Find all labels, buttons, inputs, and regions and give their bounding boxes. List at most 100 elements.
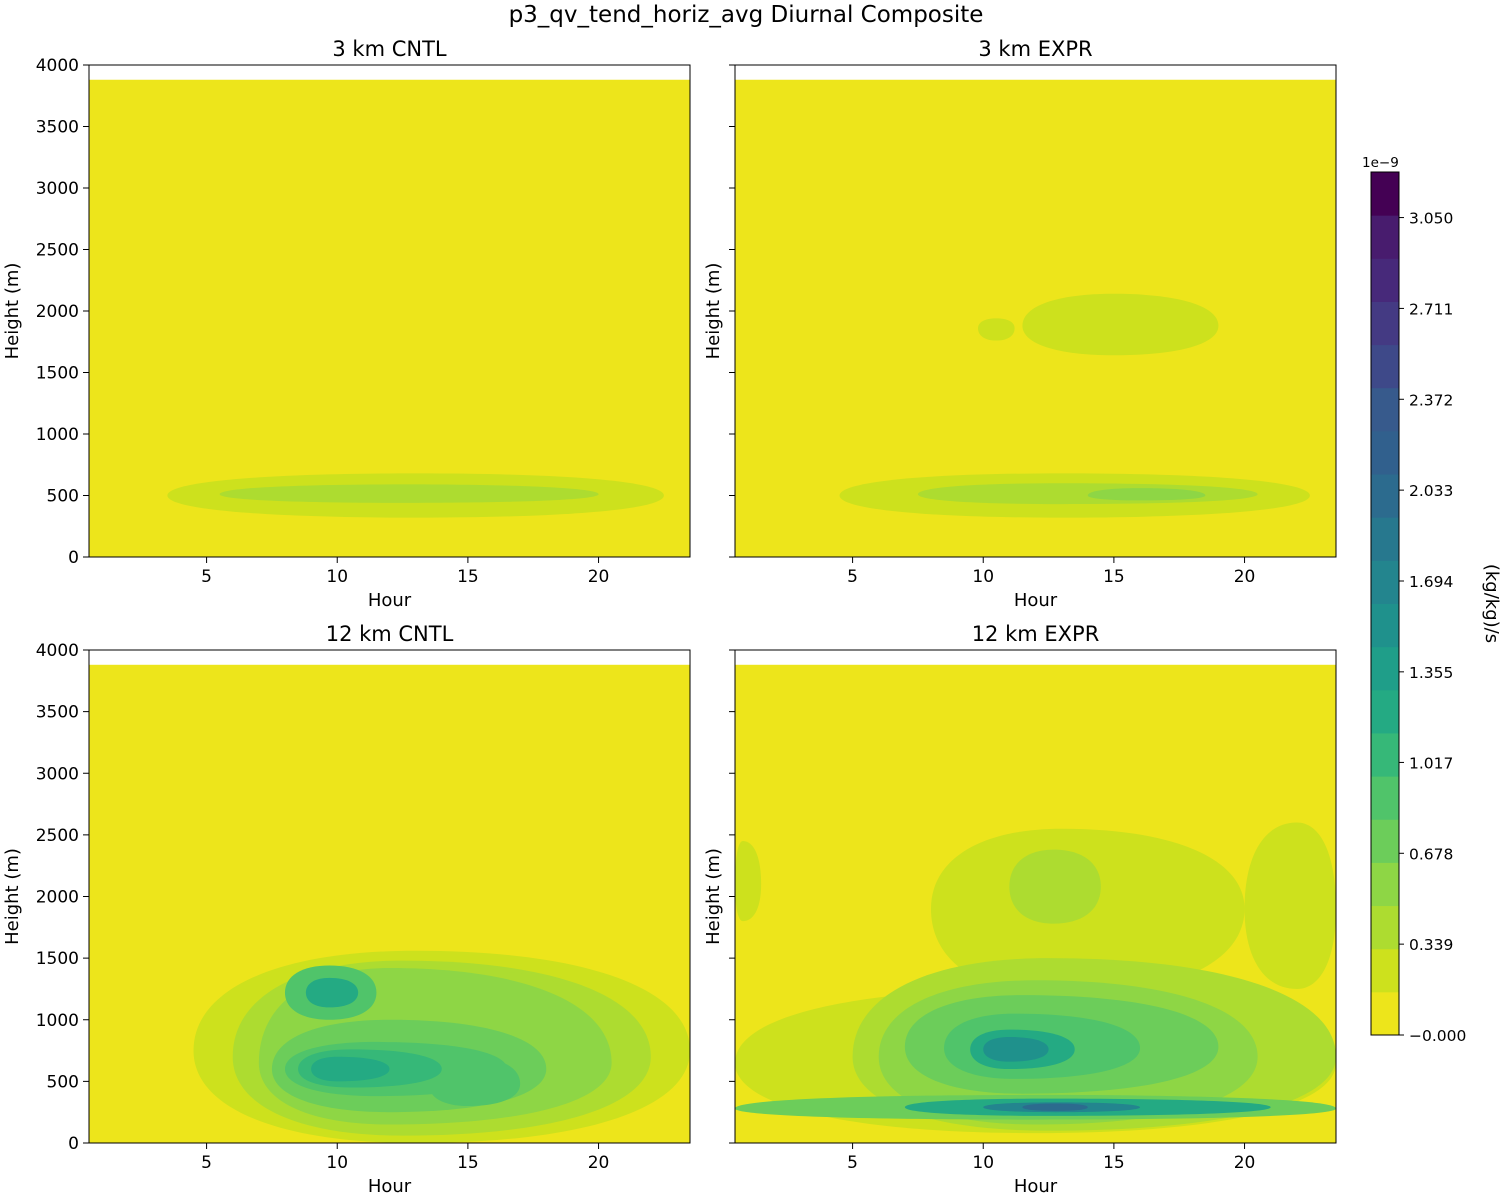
y-axis-label: Height (m) bbox=[2, 848, 23, 945]
y-axis-label: Height (m) bbox=[703, 848, 724, 945]
y-tick-label: 2000 bbox=[36, 302, 79, 322]
colorbar-band bbox=[1371, 517, 1399, 561]
colorbar-band bbox=[1371, 474, 1399, 518]
y-tick-label: 500 bbox=[47, 1072, 79, 1092]
colorbar-band bbox=[1371, 301, 1399, 346]
y-axis-label: Height (m) bbox=[2, 263, 23, 360]
y-tick-label: 500 bbox=[47, 487, 79, 507]
y-axis-label: Height (m) bbox=[703, 263, 724, 360]
panels: 3 km CNTL 5 10 15 20 0 500 1000 1500 2000 2500 3000… bbox=[2, 37, 1337, 1197]
colorbar-tick-label: 2.372 bbox=[1409, 391, 1453, 409]
colorbar-band bbox=[1371, 603, 1399, 648]
contour-region bbox=[1244, 822, 1336, 989]
contour-region bbox=[1022, 1103, 1088, 1111]
colorbar-band bbox=[1371, 819, 1399, 863]
contour-region bbox=[1087, 488, 1206, 501]
contour-region bbox=[1009, 849, 1101, 924]
y-tick-label: 3000 bbox=[36, 179, 79, 199]
colorbar-band bbox=[1371, 215, 1399, 259]
colorbar-band bbox=[1371, 689, 1399, 734]
contour-region bbox=[428, 1056, 521, 1107]
colorbar-tick-label: 0.339 bbox=[1409, 936, 1453, 954]
panel-title: 12 km CNTL bbox=[326, 622, 454, 646]
colorbar-tick-label: 1.694 bbox=[1409, 573, 1453, 591]
contour-region bbox=[311, 1056, 390, 1082]
colorbar-tick-label: 2.711 bbox=[1409, 300, 1453, 318]
x-tick-label: 20 bbox=[588, 1153, 610, 1173]
contour-region bbox=[305, 977, 359, 1008]
colorbar-band bbox=[1371, 387, 1399, 432]
colorbar-band bbox=[1371, 905, 1399, 950]
x-tick-label: 5 bbox=[201, 1153, 212, 1173]
y-tick-label: 2500 bbox=[36, 241, 79, 261]
x-axis-label: Hour bbox=[368, 590, 412, 611]
contour-region bbox=[735, 841, 762, 922]
y-tick-label: 1500 bbox=[36, 949, 79, 969]
contour-region bbox=[978, 318, 1015, 341]
x-tick-label: 15 bbox=[457, 567, 479, 587]
colorbar-tick-label: 2.033 bbox=[1409, 482, 1453, 500]
y-tick-label: 2500 bbox=[36, 826, 79, 846]
x-tick-label: 10 bbox=[326, 1153, 348, 1173]
colorbar-frame bbox=[1370, 171, 1400, 1036]
x-tick-label: 20 bbox=[588, 567, 610, 587]
contour-region bbox=[219, 484, 599, 503]
colorbar-label: (kg/kg)/s bbox=[1481, 564, 1500, 643]
colorbar-band bbox=[1371, 430, 1399, 475]
x-tick-label: 20 bbox=[1234, 1153, 1256, 1173]
colorbar: −0.000 0.339 0.678 1.017 1.355 1.694 2.033 2.37… bbox=[1362, 155, 1500, 1045]
x-tick-label: 10 bbox=[972, 567, 994, 587]
figure-title: p3_qv_tend_horiz_avg Diurnal Composite bbox=[509, 2, 984, 28]
y-tick-label: 0 bbox=[68, 1134, 79, 1154]
y-tick-label: 3500 bbox=[36, 703, 79, 723]
colorbar-band bbox=[1371, 172, 1399, 216]
colorbar-exponent: 1e−9 bbox=[1362, 155, 1399, 171]
colorbar-band bbox=[1371, 646, 1399, 691]
contour-region bbox=[983, 1037, 1049, 1062]
colorbar-band bbox=[1371, 776, 1399, 820]
colorbar-band bbox=[1371, 732, 1399, 777]
x-tick-label: 5 bbox=[847, 567, 858, 587]
colorbar-band bbox=[1371, 991, 1399, 1036]
chart-panel: 3 km CNTL 5 10 15 20 0 500 1000 1500 2000 2500 3000… bbox=[2, 37, 691, 611]
colorbar-band bbox=[1371, 258, 1399, 302]
x-tick-label: 10 bbox=[326, 567, 348, 587]
x-tick-label: 15 bbox=[1103, 567, 1125, 587]
x-axis-label: Hour bbox=[1014, 1176, 1058, 1197]
colorbar-band bbox=[1371, 344, 1399, 389]
y-tick-label: 1000 bbox=[36, 1011, 79, 1031]
y-tick-label: 1000 bbox=[36, 425, 79, 445]
y-tick-label: 2000 bbox=[36, 888, 79, 908]
x-tick-label: 15 bbox=[1103, 1153, 1125, 1173]
colorbar-tick-label: −0.000 bbox=[1409, 1027, 1466, 1045]
x-tick-label: 5 bbox=[847, 1153, 858, 1173]
colorbar-tick-label: 0.678 bbox=[1409, 845, 1453, 863]
x-tick-label: 10 bbox=[972, 1153, 994, 1173]
x-tick-label: 20 bbox=[1234, 567, 1256, 587]
y-tick-label: 0 bbox=[68, 548, 79, 568]
panel-title: 3 km EXPR bbox=[978, 37, 1092, 61]
chart-panel: 12 km EXPR 5 10 15 20 Hour Height (m) bbox=[703, 622, 1337, 1197]
colorbar-band bbox=[1371, 560, 1399, 604]
y-tick-label: 4000 bbox=[36, 56, 79, 76]
y-tick-label: 3000 bbox=[36, 764, 79, 784]
x-axis-label: Hour bbox=[368, 1176, 412, 1197]
contour-region bbox=[917, 483, 1258, 505]
panel-title: 12 km EXPR bbox=[972, 622, 1100, 646]
y-tick-label: 1500 bbox=[36, 364, 79, 384]
chart-panel: 12 km CNTL 5 10 15 20 0 500 1000 1500 2000 2500 300… bbox=[2, 622, 691, 1197]
colorbar-tick-label: 1.017 bbox=[1409, 754, 1453, 772]
y-tick-label: 3500 bbox=[36, 118, 79, 138]
colorbar-tick-label: 3.050 bbox=[1409, 210, 1453, 228]
colorbar-band bbox=[1371, 948, 1399, 993]
x-tick-label: 15 bbox=[457, 1153, 479, 1173]
panel-title: 3 km CNTL bbox=[332, 37, 447, 61]
x-axis-label: Hour bbox=[1014, 590, 1058, 611]
chart-panel: 3 km EXPR 5 10 15 20 Hour Height (m) bbox=[703, 37, 1337, 611]
colorbar-band bbox=[1371, 862, 1399, 907]
contour-region bbox=[1022, 293, 1219, 356]
colorbar-tick-label: 1.355 bbox=[1409, 664, 1453, 682]
y-tick-label: 4000 bbox=[36, 641, 79, 661]
x-tick-label: 5 bbox=[201, 567, 212, 587]
